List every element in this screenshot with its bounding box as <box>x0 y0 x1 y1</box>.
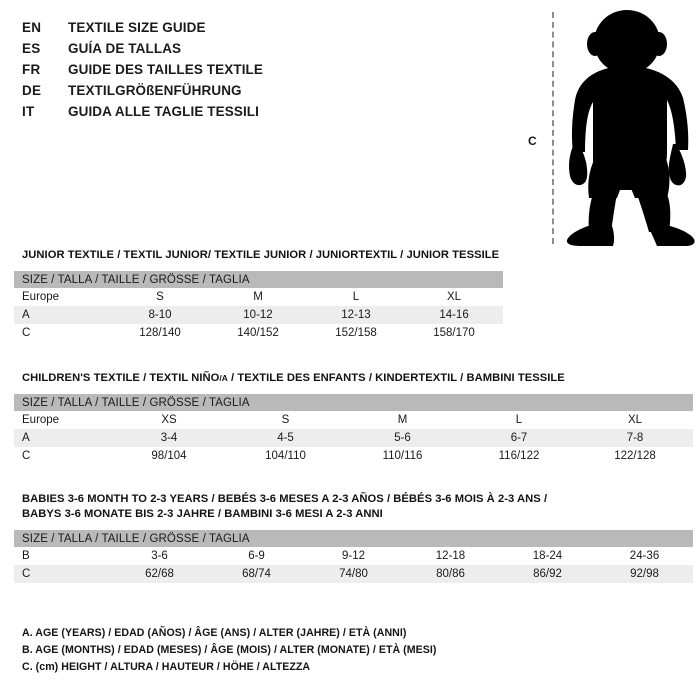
guide-title-fr: GUIDE DES TAILLES TEXTILE <box>68 62 264 77</box>
size-table-babies: SIZE / TALLA / TAILLE / GRÖSSE / TAGLIA … <box>14 530 694 583</box>
language-row-de: DE TEXTILGRÖßENFÜHRUNG <box>22 83 492 104</box>
table-cell: XL <box>405 288 504 306</box>
language-code-es: ES <box>22 41 41 56</box>
table-cell: 122/128 <box>577 447 694 465</box>
section-title-children-subscript: /A <box>219 373 228 383</box>
row-label: A <box>14 306 111 324</box>
row-label: C <box>14 447 111 465</box>
row-label: C <box>14 565 111 583</box>
size-band-label-junior: SIZE / TALLA / TAILLE / GRÖSSE / TAGLIA <box>14 271 504 288</box>
child-silhouette-icon <box>566 10 695 246</box>
table-cell: 68/74 <box>208 565 305 583</box>
table-cell: 6-7 <box>461 429 577 447</box>
language-code-it: IT <box>22 104 35 119</box>
section-title-babies-line1: BABIES 3-6 MONTH TO 2-3 YEARS / BEBÉS 3-… <box>22 493 548 505</box>
table-cell: 3-4 <box>111 429 227 447</box>
table-cell: 7-8 <box>577 429 694 447</box>
table-cell: S <box>111 288 209 306</box>
table-cell: 12-13 <box>307 306 405 324</box>
table-cell: 92/98 <box>596 565 694 583</box>
row-label: Europe <box>14 288 111 306</box>
table-cell: 3-6 <box>111 547 208 565</box>
dashed-measure-line <box>552 12 554 244</box>
legend-line-b: B. AGE (MONTHS) / EDAD (MESES) / ÂGE (MO… <box>22 644 437 656</box>
language-code-fr: FR <box>22 62 41 77</box>
table-cell: S <box>227 411 344 429</box>
section-title-children: CHILDREN'S TEXTILE / TEXTIL NIÑO/A / TEX… <box>0 371 700 386</box>
table-row: B 3-6 6-9 9-12 12-18 18-24 24-36 <box>14 547 694 565</box>
row-label: Europe <box>14 411 111 429</box>
row-label: B <box>14 547 111 565</box>
table-cell: 110/116 <box>344 447 461 465</box>
guide-title-es: GUÍA DE TALLAS <box>68 41 182 56</box>
guide-title-it: GUIDA ALLE TAGLIE TESSILI <box>68 104 259 119</box>
table-cell: 140/152 <box>209 324 307 342</box>
legend-line-c: C. (cm) HEIGHT / ALTURA / HAUTEUR / HÖHE… <box>22 661 311 673</box>
table-cell: XS <box>111 411 227 429</box>
table-cell: 9-12 <box>305 547 402 565</box>
table-cell: L <box>307 288 405 306</box>
legend-line-a: A. AGE (YEARS) / EDAD (AÑOS) / ÂGE (ANS)… <box>22 627 407 639</box>
table-row: Europe XS S M L XL <box>14 411 694 429</box>
section-babies: BABIES 3-6 MONTH TO 2-3 YEARS / BEBÉS 3-… <box>0 492 700 583</box>
table-cell: 152/158 <box>307 324 405 342</box>
table-row: A 8-10 10-12 12-13 14-16 <box>14 306 504 324</box>
table-row: C 128/140 140/152 152/158 158/170 <box>14 324 504 342</box>
table-cell: 116/122 <box>461 447 577 465</box>
section-title-junior: JUNIOR TEXTILE / TEXTIL JUNIOR/ TEXTILE … <box>22 249 500 261</box>
row-label: A <box>14 429 111 447</box>
table-cell: 12-18 <box>402 547 499 565</box>
section-children: CHILDREN'S TEXTILE / TEXTIL NIÑO/A / TEX… <box>0 371 700 465</box>
language-row-fr: FR GUIDE DES TAILLES TEXTILE <box>22 62 492 83</box>
height-measure-figure: C <box>515 8 700 248</box>
table-cell: 62/68 <box>111 565 208 583</box>
table-cell: 128/140 <box>111 324 209 342</box>
table-cell: 158/170 <box>405 324 504 342</box>
table-cell: 4-5 <box>227 429 344 447</box>
table-header-row: SIZE / TALLA / TAILLE / GRÖSSE / TAGLIA <box>14 271 504 288</box>
section-title-babies-line2: BABYS 3-6 MONATE BIS 2-3 JAHRE / BAMBINI… <box>22 508 383 520</box>
table-cell: 86/92 <box>499 565 596 583</box>
size-band-label-babies: SIZE / TALLA / TAILLE / GRÖSSE / TAGLIA <box>14 530 694 547</box>
size-band-label-children: SIZE / TALLA / TAILLE / GRÖSSE / TAGLIA <box>14 394 694 411</box>
table-row: A 3-4 4-5 5-6 6-7 7-8 <box>14 429 694 447</box>
size-table-children: SIZE / TALLA / TAILLE / GRÖSSE / TAGLIA … <box>14 394 694 465</box>
table-cell: M <box>344 411 461 429</box>
table-cell: 10-12 <box>209 306 307 324</box>
language-code-de: DE <box>22 83 42 98</box>
table-cell: 74/80 <box>305 565 402 583</box>
section-junior: JUNIOR TEXTILE / TEXTIL JUNIOR/ TEXTILE … <box>0 248 700 342</box>
table-cell: 80/86 <box>402 565 499 583</box>
row-label: C <box>14 324 111 342</box>
size-table-junior: SIZE / TALLA / TAILLE / GRÖSSE / TAGLIA … <box>14 271 504 342</box>
table-header-row: SIZE / TALLA / TAILLE / GRÖSSE / TAGLIA <box>14 530 694 547</box>
table-cell: 5-6 <box>344 429 461 447</box>
section-title-children-part1: CHILDREN'S TEXTILE / TEXTIL NIÑO <box>22 372 220 384</box>
table-cell: 14-16 <box>405 306 504 324</box>
table-cell: XL <box>577 411 694 429</box>
table-row: Europe S M L XL <box>14 288 504 306</box>
section-title-children-part3: / TEXTILE DES ENFANTS / KINDERTEXTIL / B… <box>227 372 565 384</box>
guide-title-de: TEXTILGRÖßENFÜHRUNG <box>68 83 242 98</box>
legend-footer: A. AGE (YEARS) / EDAD (AÑOS) / ÂGE (ANS)… <box>22 625 582 676</box>
table-cell: M <box>209 288 307 306</box>
table-header-row: SIZE / TALLA / TAILLE / GRÖSSE / TAGLIA <box>14 394 694 411</box>
guide-title-en: TEXTILE SIZE GUIDE <box>68 20 206 35</box>
language-header: EN TEXTILE SIZE GUIDE ES GUÍA DE TALLAS … <box>22 20 492 125</box>
height-measure-label: C <box>528 134 537 148</box>
language-row-it: IT GUIDA ALLE TAGLIE TESSILI <box>22 104 492 125</box>
language-row-en: EN TEXTILE SIZE GUIDE <box>22 20 492 41</box>
table-cell: L <box>461 411 577 429</box>
table-cell: 18-24 <box>499 547 596 565</box>
language-row-es: ES GUÍA DE TALLAS <box>22 41 492 62</box>
table-cell: 6-9 <box>208 547 305 565</box>
table-cell: 98/104 <box>111 447 227 465</box>
language-code-en: EN <box>22 20 42 35</box>
table-cell: 8-10 <box>111 306 209 324</box>
table-row: C 62/68 68/74 74/80 80/86 86/92 92/98 <box>14 565 694 583</box>
table-row: C 98/104 104/110 110/116 116/122 122/128 <box>14 447 694 465</box>
table-cell: 104/110 <box>227 447 344 465</box>
table-cell: 24-36 <box>596 547 694 565</box>
